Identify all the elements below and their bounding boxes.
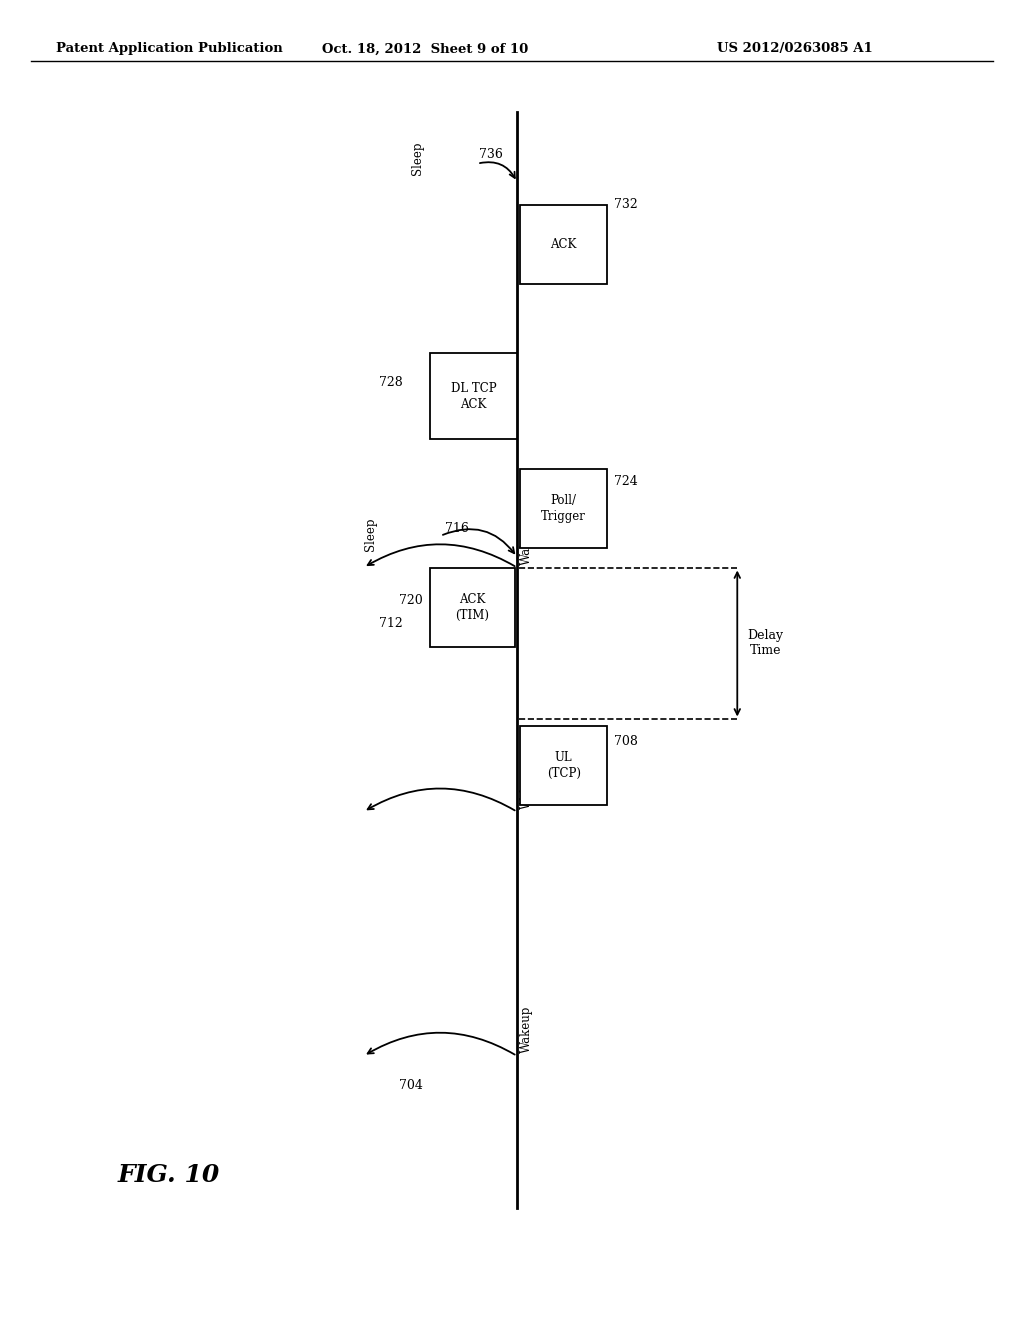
Text: Sleep: Sleep [365, 517, 377, 552]
Bar [430, 354, 517, 438]
Text: Oct. 18, 2012  Sheet 9 of 10: Oct. 18, 2012 Sheet 9 of 10 [322, 42, 528, 55]
Bar [520, 205, 607, 284]
Text: Wakeup: Wakeup [520, 517, 534, 565]
Text: 716: 716 [445, 521, 469, 535]
Text: ACK
(TIM): ACK (TIM) [456, 593, 489, 622]
Text: 708: 708 [614, 735, 638, 748]
Text: Patent Application Publication: Patent Application Publication [56, 42, 283, 55]
Text: Sleep: Sleep [412, 141, 424, 176]
Text: US 2012/0263085 A1: US 2012/0263085 A1 [717, 42, 872, 55]
Bar [430, 568, 515, 647]
Text: Poll/
Trigger: Poll/ Trigger [542, 494, 586, 523]
Bar [520, 469, 607, 548]
Text: 728: 728 [379, 376, 402, 389]
Text: FIG. 10: FIG. 10 [118, 1163, 220, 1187]
Text: 712: 712 [379, 616, 402, 630]
Text: 736: 736 [479, 148, 503, 161]
Text: 704: 704 [399, 1078, 423, 1092]
Text: UL
(TCP): UL (TCP) [547, 751, 581, 780]
Text: 720: 720 [399, 594, 423, 607]
Text: ACK: ACK [551, 238, 577, 251]
Text: DL TCP
ACK: DL TCP ACK [451, 381, 497, 411]
Text: 724: 724 [614, 475, 638, 488]
Text: 732: 732 [614, 198, 638, 211]
Text: Delay
Time: Delay Time [748, 628, 783, 657]
Bar [520, 726, 607, 805]
Text: Wakeup: Wakeup [520, 1006, 534, 1053]
Text: Wakeup: Wakeup [520, 762, 534, 809]
